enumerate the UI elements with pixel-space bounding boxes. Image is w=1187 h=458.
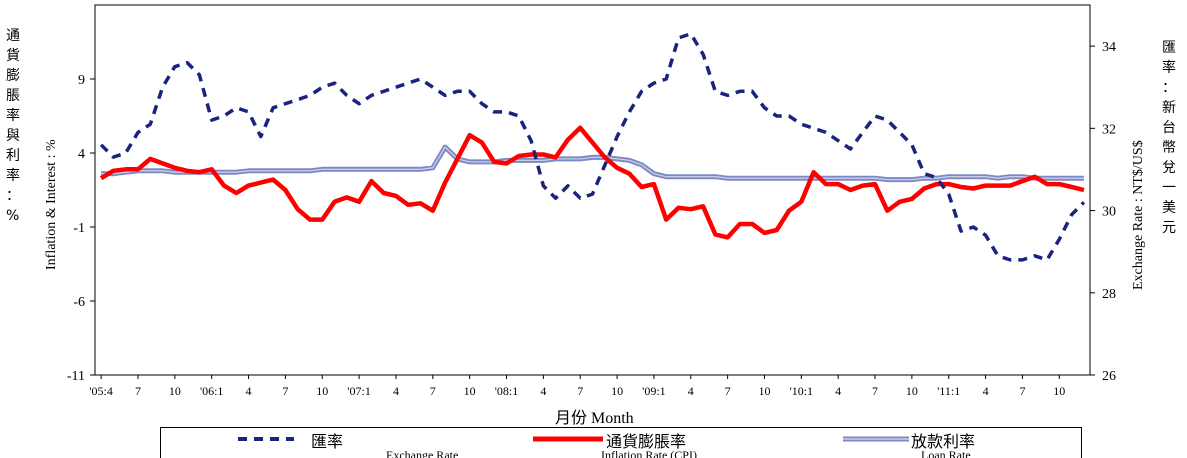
x-axis-title: 月份 Month (555, 410, 634, 427)
legend-sublabel-inflation: Inflation Rate (CPI) (601, 448, 697, 458)
legend-label-exchange-rate: 匯率 (311, 434, 344, 451)
left-axis-title-en: Inflation & Interest : % (44, 139, 59, 270)
series-line-exchange-rate (99, 32, 1086, 262)
right-axis-title-zh: 匯率 ： 新台幣兌一美元 (1162, 38, 1178, 238)
x-tick-label: 4 (835, 384, 841, 398)
x-tick-label: '06:1 (200, 384, 224, 398)
left-axis-title-zh-char: 膨 (6, 68, 22, 84)
right-axis: 34 32 30 28 26 (1090, 40, 1116, 384)
left-tick-label: -11 (67, 369, 85, 384)
right-axis-title-zh-char: 台 (1162, 120, 1178, 136)
x-tick-label: 10 (464, 384, 476, 398)
x-tick-label: 10 (169, 384, 181, 398)
x-tick-label: 7 (135, 384, 141, 398)
x-tick-label: 7 (282, 384, 288, 398)
right-tick-label: 28 (1102, 287, 1116, 302)
x-tick-label: 10 (316, 384, 328, 398)
x-tick-label: 7 (577, 384, 583, 398)
x-tick-label: 4 (983, 384, 989, 398)
left-axis-title-zh-char: 貨 (6, 48, 22, 64)
legend-sublabel-loan-rate: Loan Rate (921, 448, 971, 458)
x-axis: '05:4 7 10 '06:1 4 7 10 '07:1 4 7 10 '08:1 4 7 10 '09:1… (89, 375, 1065, 398)
right-axis-title-zh-char: 元 (1162, 220, 1178, 236)
left-tick-label: -1 (73, 221, 85, 236)
right-axis-title-zh-char: 兌 (1162, 160, 1178, 176)
x-tick-label: 7 (725, 384, 731, 398)
right-tick-label: 32 (1102, 122, 1116, 137)
x-tick-label: 4 (246, 384, 252, 398)
x-tick-label: '10:1 (790, 384, 814, 398)
left-axis-title-zh-char: 脹 (6, 88, 22, 104)
right-axis-title-zh-char: 新 (1162, 100, 1178, 116)
legend-swatch-dashed (238, 437, 294, 441)
series-line-loan-rate-inner (101, 146, 1084, 181)
right-axis-title-zh-char: 一 (1162, 180, 1178, 196)
series-line-inflation (99, 125, 1085, 240)
x-tick-label: 10 (1053, 384, 1065, 398)
x-tick-label: '07:1 (347, 384, 371, 398)
legend-item-exchange-rate: 匯率 Exchange Rate (236, 428, 458, 458)
x-tick-label: 4 (393, 384, 399, 398)
legend-label-inflation: 通貨膨脹率 (606, 434, 687, 451)
legend: 匯率 Exchange Rate 通貨膨脹率 Inflation Rate (C… (160, 427, 1082, 458)
x-tick-label: 7 (1019, 384, 1025, 398)
x-tick-label: 10 (906, 384, 918, 398)
x-tick-label: 4 (540, 384, 546, 398)
x-tick-label: '08:1 (495, 384, 519, 398)
right-tick-label: 34 (1102, 40, 1116, 55)
right-tick-label: 26 (1102, 369, 1116, 384)
right-axis-title-zh-char: ： (1162, 80, 1178, 96)
x-tick-label: 4 (688, 384, 694, 398)
x-tick-label: 10 (758, 384, 770, 398)
left-axis-title-zh-char: 利 (6, 148, 22, 164)
right-axis-title-zh-char: 匯 (1162, 40, 1178, 56)
left-axis-title-zh: 通貨膨脹率與利率：% (6, 26, 22, 226)
right-axis-title-zh-char: 率 (1162, 60, 1178, 76)
legend-sublabel-exchange-rate: Exchange Rate (386, 448, 459, 458)
x-tick-label: '11:1 (937, 384, 960, 398)
legend-label-loan-rate: 放款利率 (911, 434, 976, 451)
right-axis-title-en: Exchange Rate : NT$/US$ (1131, 140, 1146, 290)
left-tick-label: -6 (73, 295, 85, 310)
left-tick-label: 9 (78, 73, 85, 88)
left-axis-title-zh-char: 通 (6, 28, 22, 44)
right-axis-title-zh-char: 美 (1162, 200, 1178, 216)
left-tick-label: 4 (78, 147, 85, 162)
left-axis-title-zh-char: 與 (6, 128, 22, 144)
right-axis-title-zh-char: 幣 (1162, 140, 1178, 156)
legend-item-inflation: 通貨膨脹率 Inflation Rate (CPI) (531, 428, 697, 458)
x-tick-label: '05:4 (89, 384, 113, 398)
x-tick-label: '09:1 (642, 384, 666, 398)
legend-swatch-solid (533, 436, 603, 442)
x-tick-label: 7 (430, 384, 436, 398)
left-axis-title-zh-char: 率 (6, 108, 22, 124)
x-tick-label: 10 (611, 384, 623, 398)
legend-item-loan-rate: 放款利率 Loan Rate (841, 428, 975, 458)
left-axis-title-zh-char: % (6, 208, 22, 224)
series-layer (99, 32, 1086, 262)
left-axis-title-zh-char: ： (6, 188, 22, 204)
x-tick-label: 7 (872, 384, 878, 398)
left-axis-title-zh-char: 率 (6, 168, 22, 184)
right-tick-label: 30 (1102, 205, 1116, 220)
left-axis: 9 4 -1 -6 -11 (67, 73, 95, 384)
legend-swatch-double (843, 436, 909, 442)
